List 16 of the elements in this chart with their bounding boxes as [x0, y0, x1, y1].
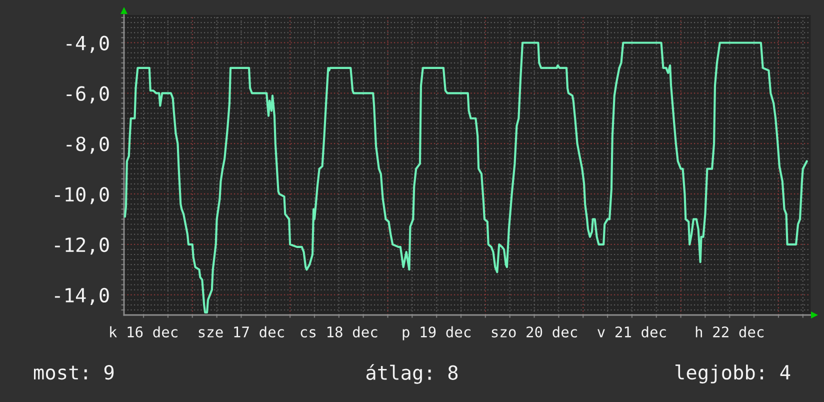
y-tick-label: -6,0 [66, 86, 109, 104]
y-tick-label: -10,0 [54, 187, 109, 204]
x-tick-label: szo 20 dec [492, 326, 577, 338]
y-tick-label: -12,0 [54, 237, 109, 255]
x-tick-label: v 21 dec [598, 326, 666, 338]
x-tick-label: p 19 dec [402, 326, 470, 340]
text: most: 9 [34, 364, 114, 380]
y-tick-label: -4,0 [66, 36, 109, 53]
y-tick-label: -14,0 [54, 288, 109, 305]
text: legjobb: 4 [675, 364, 790, 384]
text: átlag: 8 [366, 364, 458, 384]
x-tick-label: cs 18 dec [300, 326, 378, 338]
x-tick-label: k 16 dec [110, 326, 178, 338]
x-tick-label: sze 17 dec [198, 326, 284, 338]
y-tick-label: -8,0 [66, 136, 109, 154]
x-tick-label: h 22 dec [696, 326, 764, 338]
